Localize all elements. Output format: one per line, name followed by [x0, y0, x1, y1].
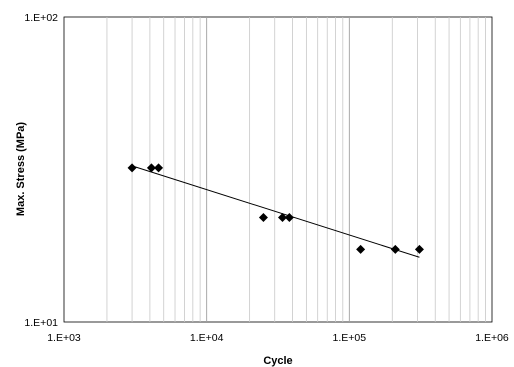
- x-axis-title: Cycle: [263, 355, 292, 367]
- x-tick-label: 1.E+06: [475, 332, 509, 344]
- x-tick-label: 1.E+05: [333, 332, 367, 344]
- plot-area: [64, 17, 492, 322]
- y-tick-label: 1.E+01: [24, 317, 58, 329]
- x-tick-label: 1.E+03: [47, 332, 81, 344]
- y-axis-title: Max. Stress (MPa): [15, 122, 27, 216]
- x-tick-label: 1.E+04: [190, 332, 224, 344]
- y-tick-label: 1.E+02: [24, 12, 58, 24]
